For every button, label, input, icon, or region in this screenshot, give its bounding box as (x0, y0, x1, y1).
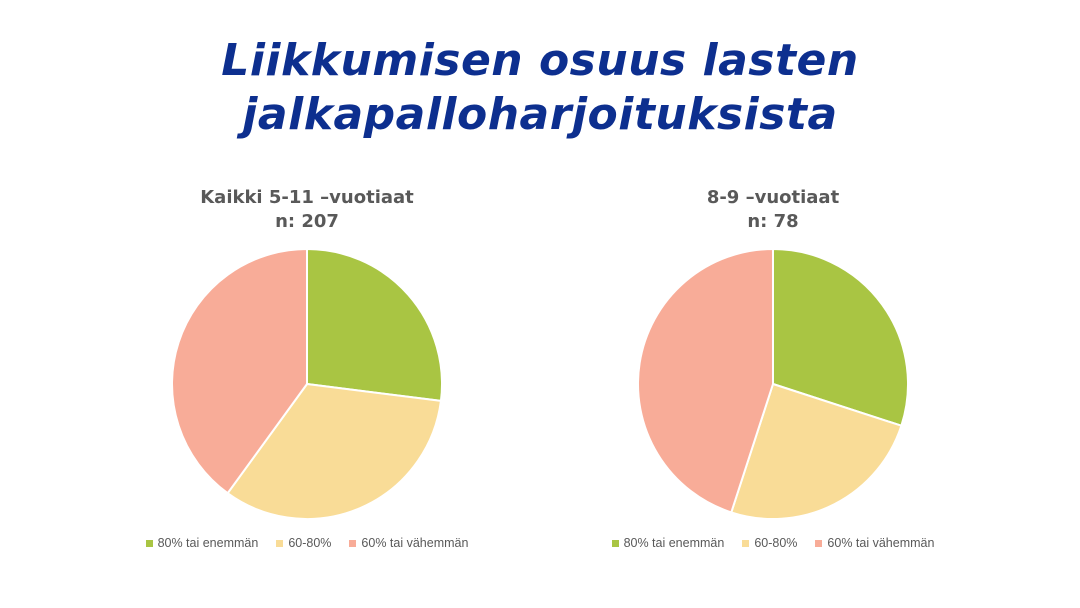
legend-swatch (276, 539, 284, 547)
page-title-line-1: Liikkumisen osuus lasten (221, 35, 859, 86)
chart-title: Kaikki 5-11 –vuotiaat n: 207 (107, 186, 507, 234)
legend-label: 60-80% (754, 536, 798, 550)
chart-title-line-1: 8-9 –vuotiaat (706, 187, 840, 208)
pie-slice-1 (306, 247, 443, 403)
legend-item: 60% tai vähemmän (349, 536, 468, 550)
legend: 80% tai enemmän 60-80% 60% tai vähemmän (573, 536, 973, 550)
legend-swatch (145, 539, 153, 547)
legend-item: 60-80% (742, 536, 797, 550)
legend-item: 60% tai vähemmän (815, 536, 934, 550)
legend-item: 80% tai enemmän (145, 536, 259, 550)
pie-slice-2 (730, 382, 903, 520)
legend-item: 80% tai enemmän (611, 536, 725, 550)
legend-swatch (611, 539, 619, 547)
legend-swatch (349, 539, 357, 547)
page-title-line-2: jalkapalloharjoituksista (242, 89, 838, 140)
chart-title: 8-9 –vuotiaat n: 78 (573, 186, 973, 234)
legend-label: 80% tai enemmän (623, 536, 725, 550)
pie-slice-3 (637, 247, 774, 514)
legend-label: 60% tai vähemmän (361, 536, 469, 550)
pie-svg (171, 247, 443, 520)
legend-swatch (815, 539, 823, 547)
legend-swatch (742, 539, 750, 547)
pie-slice-1 (772, 247, 909, 427)
page-title: Liikkumisen osuus lasten jalkapalloharjo… (0, 34, 1080, 142)
chart-title-line-1: Kaikki 5-11 –vuotiaat (200, 187, 414, 208)
pie-slice-3 (171, 247, 308, 495)
legend-item: 60-80% (276, 536, 331, 550)
pie-chart-all-ages: Kaikki 5-11 –vuotiaat n: 207 80% tai ene… (107, 186, 507, 566)
chart-sample-size: n: 78 (747, 211, 799, 232)
legend-label: 60% tai vähemmän (827, 536, 935, 550)
legend-label: 80% tai enemmän (157, 536, 259, 550)
legend-label: 60-80% (288, 536, 332, 550)
legend: 80% tai enemmän 60-80% 60% tai vähemmän (107, 536, 507, 550)
pie-slice-2 (226, 382, 443, 520)
chart-sample-size: n: 207 (275, 211, 339, 232)
pie-chart-8-9-year-olds: 8-9 –vuotiaat n: 78 80% tai enemmän 60-8… (573, 186, 973, 566)
pie-svg (637, 247, 909, 520)
